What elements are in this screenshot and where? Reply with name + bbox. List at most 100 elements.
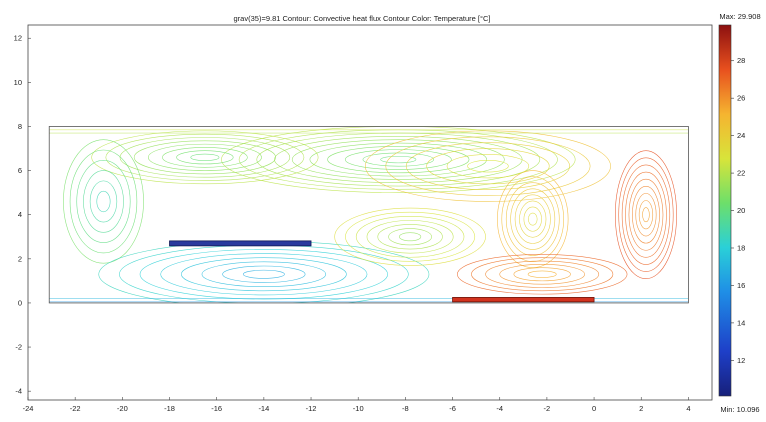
contour-line (119, 137, 291, 178)
y-axis-ticks: -4 -2 0 2 4 6 8 10 12 (14, 34, 31, 396)
contour-line (625, 171, 667, 258)
hot-plate (452, 297, 595, 303)
contour-line (83, 170, 124, 233)
contour-line (105, 133, 305, 181)
colorbar-ticks: 12 14 16 18 20 22 24 26 28 (731, 56, 745, 365)
contour-lines (49, 126, 689, 303)
contour-line (327, 146, 470, 174)
contour-line (242, 269, 285, 279)
x-axis-ticks: -24 -22 -20 -18 -16 -14 -12 -10 -8 -6 -4 -2 0 2 4 (23, 397, 690, 413)
x-tick-label: -24 (23, 404, 34, 413)
y-tick-label: 2 (18, 254, 22, 263)
contour-line (344, 149, 452, 170)
contour-line (162, 147, 248, 168)
x-tick-label: -4 (496, 404, 503, 413)
x-tick-label: -6 (449, 404, 456, 413)
colorbar-max-label: Max: 29.908 (719, 12, 760, 21)
contour-line (139, 249, 388, 300)
contour-line (377, 224, 443, 250)
contour-line (69, 149, 138, 254)
y-tick-label: -4 (15, 387, 22, 396)
contour-line (345, 211, 476, 262)
x-tick-label: -22 (70, 404, 81, 413)
x-tick-label: -2 (544, 404, 551, 413)
x-tick-label: -14 (258, 404, 269, 413)
colorbar-tick-label: 14 (737, 318, 745, 327)
plates (169, 240, 595, 303)
y-tick-label: 0 (18, 298, 22, 307)
contour-line (190, 153, 220, 161)
x-tick-label: 4 (686, 404, 690, 413)
x-tick-label: 0 (592, 404, 596, 413)
contour-line (201, 261, 327, 287)
contour-line (76, 159, 131, 243)
colorbar-tick-label: 20 (737, 206, 745, 215)
contour-line (181, 257, 347, 292)
contour-line (642, 207, 650, 223)
y-tick-label: 4 (18, 210, 22, 219)
contour-line (628, 178, 664, 251)
contour-line (485, 260, 600, 288)
contour-line (505, 182, 560, 256)
x-tick-label: -10 (353, 404, 364, 413)
domain-boundary (48, 126, 689, 304)
contour-line (528, 212, 538, 226)
contour-line (366, 220, 454, 254)
contour-line (614, 150, 677, 279)
contour-line (519, 200, 547, 238)
contour-line (96, 190, 111, 213)
contour-line (364, 130, 611, 202)
contour-line (514, 194, 551, 244)
colorbar-tick-label: 28 (737, 56, 745, 65)
contour-line (89, 180, 118, 223)
contour-line (638, 200, 654, 230)
contour-line (63, 139, 144, 264)
contour-line (632, 185, 660, 244)
contour-line (499, 264, 585, 285)
contour-line (256, 132, 541, 187)
plot-frame (27, 24, 713, 401)
x-tick-label: -20 (117, 404, 128, 413)
y-tick-label: 10 (14, 78, 22, 87)
colorbar (718, 24, 732, 397)
contour-line (98, 240, 430, 303)
contour-line (618, 157, 674, 272)
contour-line (621, 164, 671, 265)
colorbar-tick-label: 24 (737, 131, 745, 140)
contour-line (467, 159, 509, 173)
colorbar-min-label: Min: 10.096 (720, 405, 759, 414)
contour-line (426, 148, 550, 185)
contour-line (456, 254, 628, 295)
contour-line (510, 188, 556, 250)
contour-line (222, 265, 306, 283)
x-tick-label: -16 (211, 404, 222, 413)
colorbar-tick-label: 26 (737, 94, 745, 103)
contour-line (119, 245, 409, 303)
y-tick-label: 12 (14, 34, 22, 43)
contour-line (385, 136, 591, 196)
contour-line (274, 136, 523, 184)
x-tick-label: -12 (306, 404, 317, 413)
contour-line (334, 207, 486, 266)
contour-line (221, 126, 576, 193)
cold-plate (169, 240, 312, 247)
x-tick-label: -18 (164, 404, 175, 413)
contour-line (147, 143, 262, 171)
y-tick-label: 8 (18, 122, 22, 131)
contour-line (446, 154, 530, 179)
y-tick-label: 6 (18, 166, 22, 175)
contour-line (523, 206, 542, 232)
contour-line (471, 257, 614, 292)
contour-line (388, 228, 432, 246)
x-tick-label: 2 (639, 404, 643, 413)
contour-line (291, 139, 505, 180)
contour-line (405, 142, 570, 191)
contour-line (501, 176, 565, 262)
x-tick-label: -8 (402, 404, 409, 413)
contour-line (176, 150, 234, 165)
contour-line (380, 155, 417, 164)
contour-line (160, 253, 368, 296)
y-tick-label: -2 (15, 343, 22, 352)
contour-line (355, 215, 465, 258)
